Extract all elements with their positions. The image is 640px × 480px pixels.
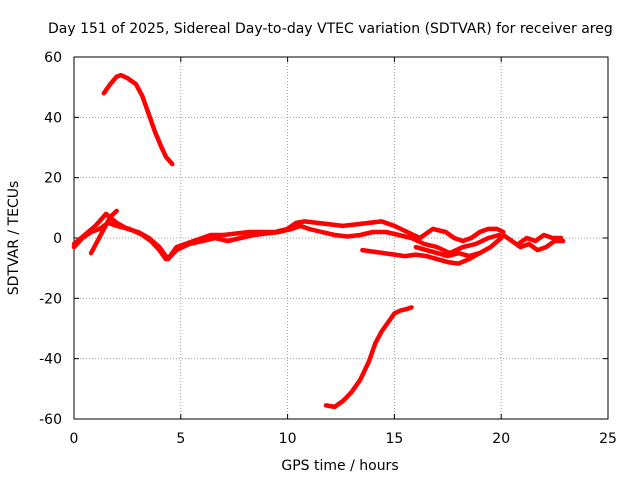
series-line-main-4 [360,247,483,266]
x-tick-label: 0 [70,431,79,447]
y-axis-ticks: -60 -40 -20 0 20 40 60 [39,50,608,428]
y-tick-label: 40 [44,110,62,126]
series-line-tail [501,232,566,253]
series-line-tail-2 [516,232,564,247]
series-line-main-2 [71,211,502,262]
x-tick-label: 15 [385,431,403,447]
y-axis-label: SDTVAR / TECUs [6,181,22,296]
y-tick-label: 20 [44,171,62,187]
y-tick-label: -20 [39,291,62,307]
y-tick-label: 60 [44,50,62,66]
x-tick-label: 5 [176,431,185,447]
series-group [71,72,566,410]
x-tick-label: 10 [279,431,297,447]
x-tick-label: 25 [599,431,617,447]
y-tick-label: -60 [39,412,62,428]
series-line-arc-low [323,305,414,410]
series-line-main-3 [88,208,119,256]
chart-title: Day 151 of 2025, Sidereal Day-to-day VTE… [48,21,613,37]
x-axis-ticks: 0 5 10 15 20 25 [70,57,617,447]
series-line-main-5 [413,235,504,259]
y-tick-label: 0 [53,231,62,247]
x-tick-label: 20 [492,431,510,447]
x-axis-label: GPS time / hours [281,458,398,474]
y-tick-label: -40 [39,352,62,368]
series-line-arc-high [101,72,175,167]
